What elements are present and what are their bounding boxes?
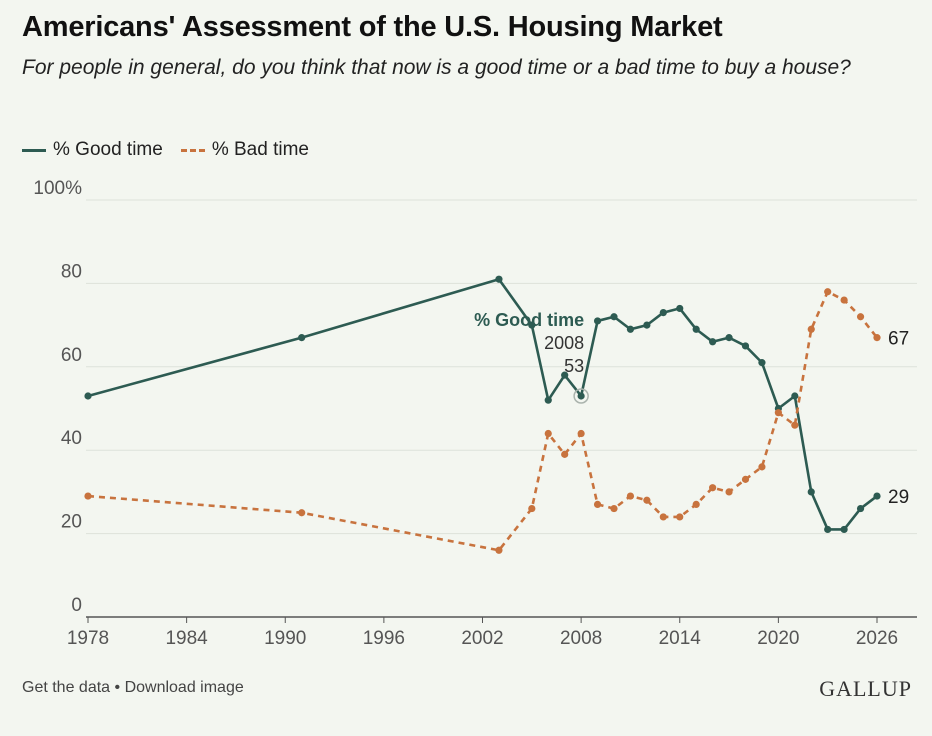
legend-item-good: % Good time: [22, 139, 163, 161]
x-tick-label-1990: 1990: [264, 628, 306, 649]
data-point-good-2014: [676, 304, 684, 313]
data-point-bad-2009: [593, 500, 602, 509]
data-point-good-2011: [626, 325, 635, 333]
legend-label-good: % Good time: [53, 139, 163, 160]
data-point-bad-2008: [577, 429, 585, 438]
y-tick-label-100: 100%: [33, 180, 82, 199]
legend-swatch-good: [22, 148, 46, 152]
annotation-x-label: 2008: [544, 333, 584, 353]
x-tick-label-2026: 2026: [856, 628, 898, 649]
x-tick-label-2002: 2002: [461, 628, 503, 649]
x-tick-label-1984: 1984: [165, 628, 208, 649]
data-point-bad-2013: [659, 513, 667, 521]
data-point-bad-1978: [84, 492, 92, 500]
data-point-bad-2005: [528, 504, 536, 513]
data-point-bad-2022: [807, 325, 815, 333]
gallup-logo: GALLUP: [819, 676, 912, 701]
data-point-good-2024: [840, 525, 848, 534]
data-point-bad-2018: [741, 475, 750, 483]
annotation-marker: [573, 388, 589, 404]
data-point-good-2013: [659, 308, 667, 317]
data-point-good-2009: [593, 317, 602, 325]
data-point-good-2007: [561, 371, 569, 379]
data-point-bad-2019: [758, 463, 766, 471]
data-point-bad-2012: [643, 496, 651, 504]
legend-swatch-bad: [180, 148, 205, 152]
footer-links: Get the data • Download image: [22, 679, 244, 697]
data-point-bad-2014: [676, 513, 684, 521]
x-tick-label-1978: 1978: [67, 628, 109, 649]
data-point-bad-2020: [774, 409, 782, 417]
chart-subtitle: For people in general, do you think that…: [22, 56, 851, 79]
x-tick-label-1996: 1996: [363, 628, 405, 649]
data-point-good-2023: [824, 525, 832, 534]
annotation-value-label: 53: [564, 356, 584, 376]
data-point-good-1991: [298, 334, 306, 342]
data-point-bad-2017: [725, 488, 733, 496]
footer-separator: •: [110, 679, 125, 696]
y-tick-label-80: 80: [61, 261, 82, 282]
line-chart[interactable]: 0 20 40 60 80 100% 1978 1984 1990 1996 2002 2008 201…: [0, 180, 932, 650]
data-point-good-2015: [692, 325, 700, 333]
legend-label-bad: % Bad time: [211, 139, 309, 160]
data-point-good-2005: [528, 321, 536, 329]
x-tick-label-2008: 2008: [560, 628, 602, 649]
data-point-good-2017: [725, 334, 733, 342]
data-point-good-2021: [791, 392, 799, 400]
get-data-link[interactable]: Get the data: [22, 679, 111, 696]
data-point-good-2008: [577, 392, 585, 400]
data-point-good-2019: [758, 359, 766, 367]
data-point-good-2022: [807, 488, 815, 496]
data-point-bad-2015: [692, 500, 700, 509]
data-point-bad-2016: [709, 484, 717, 492]
y-tick-label-0: 0: [71, 595, 82, 616]
data-point-good-2006: [544, 396, 552, 404]
data-point-good-2003: [495, 275, 503, 283]
y-tick-label-20: 20: [61, 512, 82, 533]
data-point-bad-1991: [298, 509, 306, 517]
data-point-bad-2003: [495, 546, 503, 554]
annotation-series-label: % Good time: [474, 310, 584, 330]
chart-title: Americans' Assessment of the U.S. Housin…: [22, 11, 723, 43]
data-point-bad-2024: [840, 296, 848, 304]
legend-item-bad: % Bad time: [180, 139, 309, 161]
data-point-good-2016: [709, 338, 717, 346]
x-tick-label-2020: 2020: [757, 628, 799, 649]
series-line-bad: [87, 290, 879, 552]
data-point-bad-2025: [856, 313, 865, 321]
data-point-bad-2021: [791, 421, 799, 429]
data-point-bad-2026: [873, 334, 881, 342]
end-label-good: 29: [888, 487, 909, 508]
data-point-bad-2023: [824, 288, 832, 296]
data-point-good-2025: [856, 504, 865, 513]
data-point-bad-2006: [544, 429, 552, 438]
data-point-good-2018: [741, 342, 750, 350]
data-point-good-2012: [643, 321, 651, 329]
chart-legend: % Good time % Bad time: [22, 139, 309, 161]
data-point-bad-2007: [561, 450, 569, 458]
y-tick-label-40: 40: [61, 428, 82, 449]
data-point-good-2026: [873, 492, 881, 500]
data-point-bad-2010: [610, 504, 618, 513]
y-tick-label-60: 60: [61, 345, 82, 366]
end-label-bad: 67: [888, 329, 909, 350]
data-point-good-2010: [610, 313, 618, 321]
download-image-link[interactable]: Download image: [124, 679, 244, 696]
data-point-bad-2011: [626, 492, 635, 500]
data-point-good-1978: [84, 392, 92, 400]
x-tick-label-2014: 2014: [659, 628, 702, 649]
